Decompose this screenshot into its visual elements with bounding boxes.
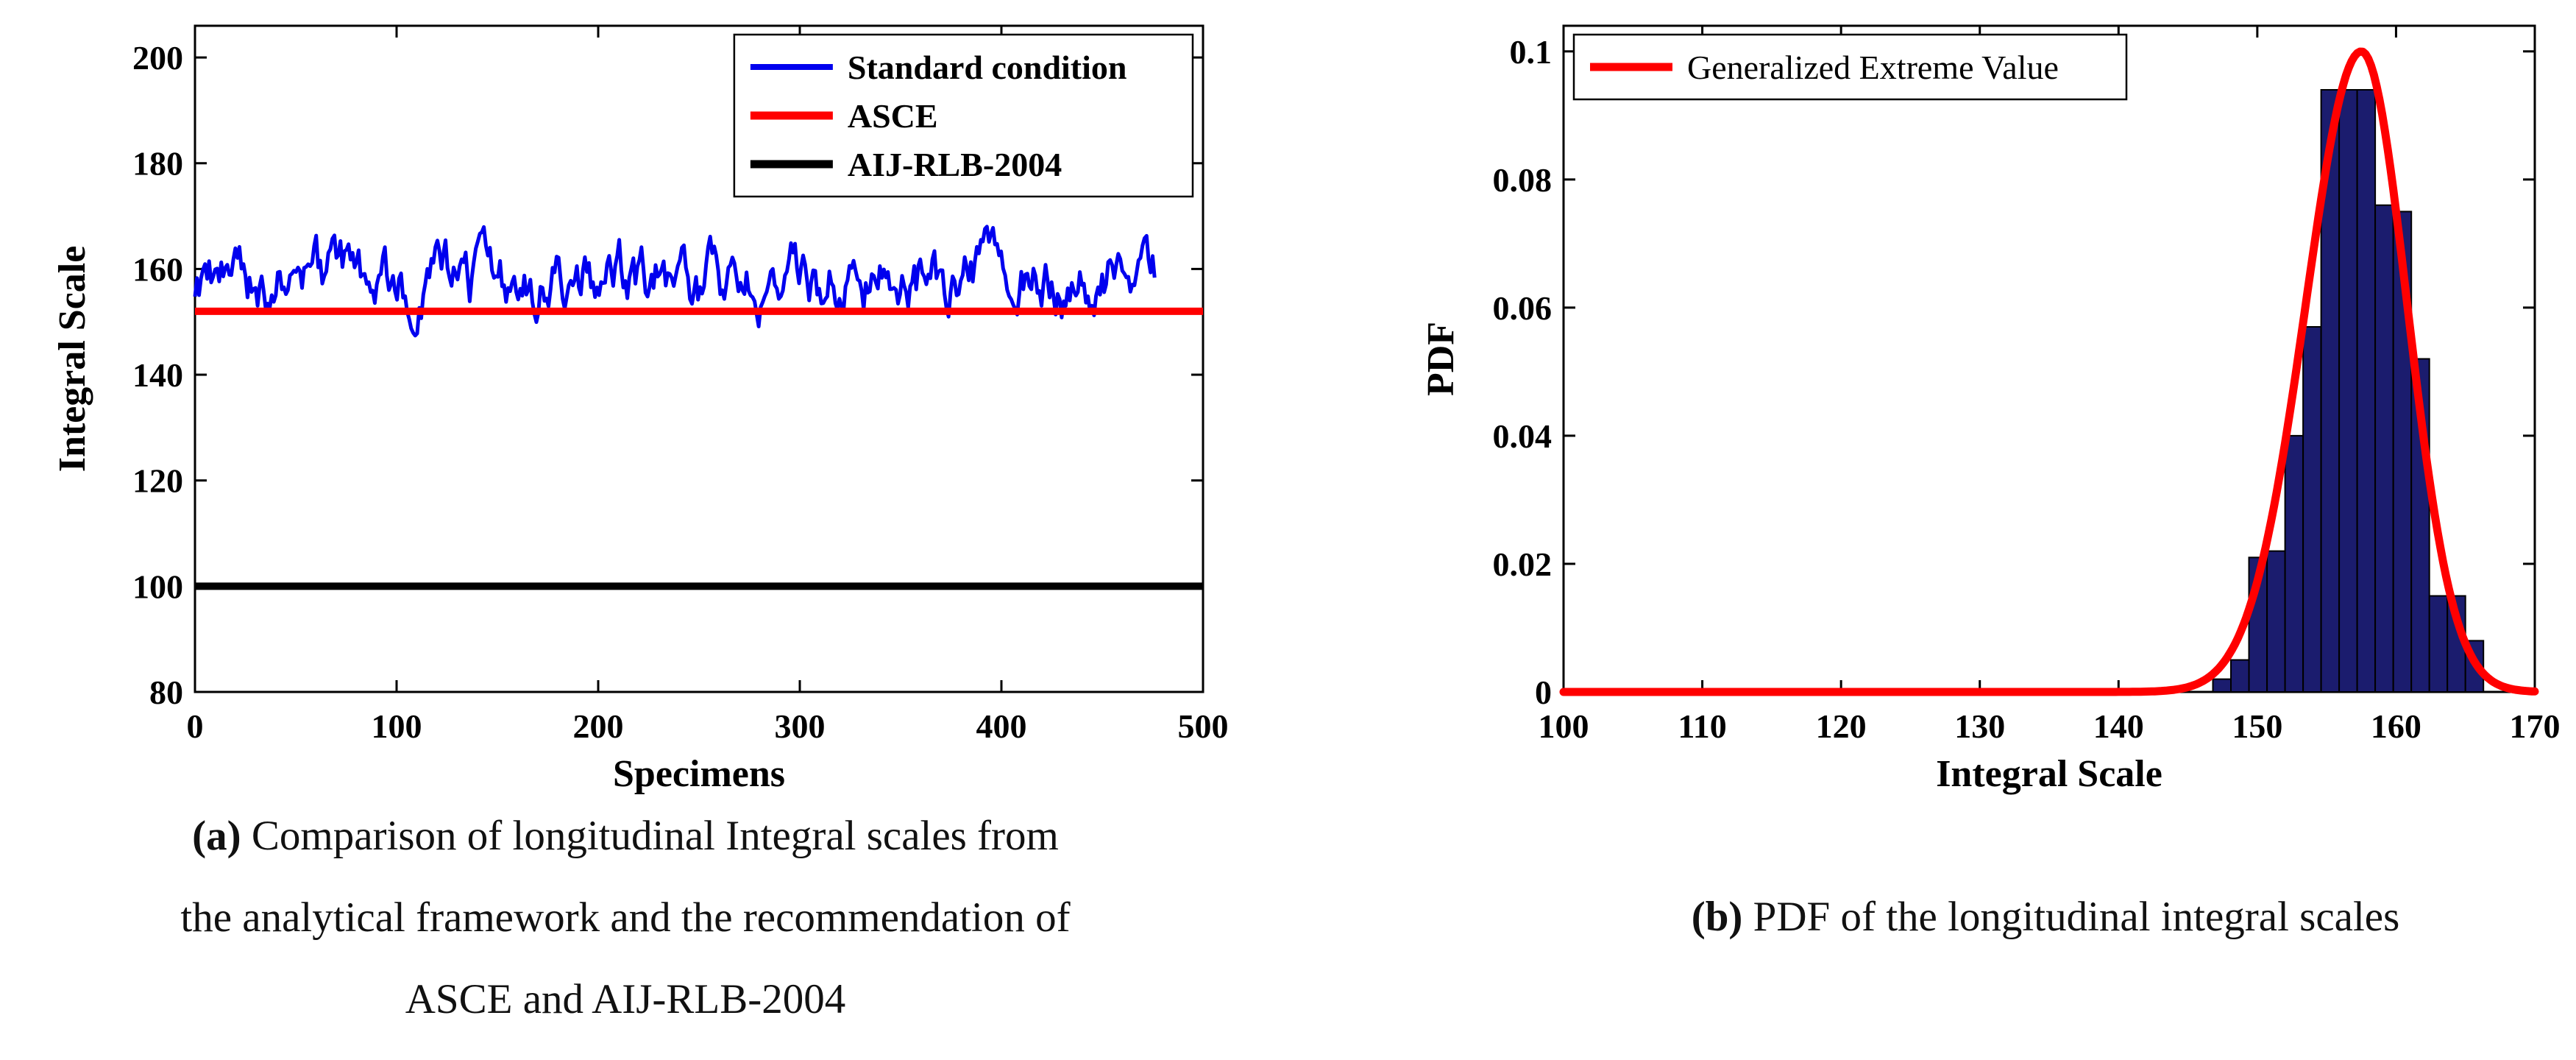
caption-a: (a) Comparison of longitudinal Integral … bbox=[0, 795, 1251, 1040]
caption-a-text1: Comparison of longitudinal Integral scal… bbox=[251, 813, 1059, 859]
x-tick-label: 120 bbox=[1816, 707, 1867, 745]
caption-b-text: PDF of the longitudinal integral scales bbox=[1753, 894, 2400, 940]
histogram-bar bbox=[2230, 659, 2250, 693]
legend-label-generalized-extreme-value: Generalized Extreme Value bbox=[1687, 49, 2059, 86]
caption-a-label: (a) bbox=[192, 813, 241, 859]
x-tick-label: 170 bbox=[2510, 707, 2561, 745]
histogram-bar bbox=[2266, 550, 2286, 693]
x-tick-label: 0 bbox=[187, 707, 204, 745]
histogram-bar bbox=[2338, 89, 2358, 693]
legend-label-asce: ASCE bbox=[848, 97, 938, 135]
y-tick-label: 140 bbox=[132, 356, 183, 394]
caption-b-label: (b) bbox=[1691, 894, 1743, 940]
y-tick-label: 0 bbox=[1535, 674, 1552, 711]
y-tick-label: 180 bbox=[132, 145, 183, 183]
x-axis-label: Integral Scale bbox=[1936, 753, 2162, 795]
y-tick-label: 0.02 bbox=[1493, 545, 1553, 583]
histogram-bar bbox=[2320, 89, 2341, 693]
y-tick-label: 0.08 bbox=[1493, 161, 1553, 199]
histogram-bar bbox=[2284, 434, 2304, 693]
y-tick-label: 100 bbox=[132, 568, 183, 605]
x-tick-label: 130 bbox=[1954, 707, 2005, 745]
curve-generalized-extreme-value bbox=[1559, 47, 2539, 696]
legend-label-aij-rlb-2004: AIJ-RLB-2004 bbox=[848, 146, 1062, 183]
y-tick-label: 0.06 bbox=[1493, 289, 1553, 327]
x-tick-label: 200 bbox=[573, 707, 624, 745]
histogram-bar bbox=[2374, 204, 2394, 693]
chart-b: 100 110 120 130 140 150 160 170 0 0.02 0.04 0.06 0.0… bbox=[1420, 24, 2561, 795]
axes-box bbox=[194, 24, 1204, 693]
histogram-bar bbox=[2302, 326, 2322, 693]
histogram-bar bbox=[2356, 89, 2377, 693]
y-tick-label: 120 bbox=[132, 462, 183, 500]
caption-a-line2: the analytical framework and the recomme… bbox=[180, 894, 1071, 941]
y-tick-label: 160 bbox=[132, 250, 183, 288]
histogram-bar bbox=[2410, 358, 2430, 693]
x-tick-label: 500 bbox=[1178, 707, 1229, 745]
y-tick-label: 80 bbox=[149, 674, 183, 711]
x-tick-label: 300 bbox=[775, 707, 826, 745]
caption-a-line3: ASCE and AIJ-RLB-2004 bbox=[405, 976, 846, 1023]
x-tick-label: 100 bbox=[372, 707, 422, 745]
histogram-bar bbox=[2212, 678, 2232, 693]
caption-a-line1: (a) Comparison of longitudinal Integral … bbox=[0, 795, 1251, 877]
chart-a: 0 100 200 300 400 500 80 100 120 140 160 180 200 Spec… bbox=[52, 24, 1229, 795]
caption-b: (b) PDF of the longitudinal integral sca… bbox=[1472, 891, 2576, 943]
x-tick-label: 150 bbox=[2232, 707, 2282, 745]
x-tick-label: 400 bbox=[976, 707, 1027, 745]
x-tick-label: 140 bbox=[2093, 707, 2144, 745]
histogram-bar bbox=[2428, 595, 2449, 693]
y-axis-label: PDF bbox=[1420, 322, 1462, 396]
y-axis-label: Integral Scale bbox=[52, 246, 93, 473]
x-tick-label: 100 bbox=[1539, 707, 1589, 745]
x-tick-label: 160 bbox=[2371, 707, 2421, 745]
x-axis-label: Specimens bbox=[613, 753, 785, 795]
y-tick-label: 0.04 bbox=[1493, 417, 1553, 455]
y-tick-label: 0.1 bbox=[1510, 33, 1553, 71]
y-tick-label: 200 bbox=[132, 39, 183, 77]
series-standard-condition bbox=[193, 225, 1157, 338]
legend-label-standard-condition: Standard condition bbox=[848, 49, 1127, 86]
x-tick-label: 110 bbox=[1678, 707, 1726, 745]
